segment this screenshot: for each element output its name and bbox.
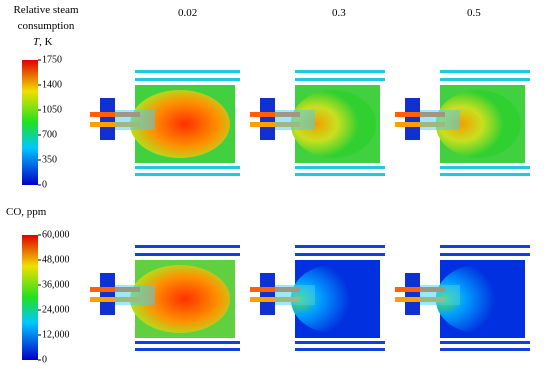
inlet: [260, 98, 275, 140]
wall: [295, 253, 385, 256]
flame: [290, 90, 376, 158]
colorbar-tick-label: 1750: [42, 54, 62, 65]
wall: [440, 78, 530, 81]
inlet: [100, 98, 115, 140]
colorbar-tick-label: 0: [42, 354, 47, 365]
wall: [440, 245, 530, 248]
flame: [435, 90, 521, 158]
wall: [295, 341, 385, 344]
wall: [295, 166, 385, 169]
column-header: 0.3: [332, 7, 346, 19]
jet: [115, 110, 155, 130]
colorbar-tick-label: 350: [42, 154, 57, 165]
wall: [440, 166, 530, 169]
flame: [130, 265, 230, 333]
column-header: 0.5: [467, 7, 481, 19]
jet: [275, 110, 315, 130]
flame: [435, 265, 521, 333]
colorbar-tick-label: 1400: [42, 79, 62, 90]
wall: [440, 341, 530, 344]
wall: [295, 245, 385, 248]
wall: [440, 253, 530, 256]
colorbar-tick-label: 36,000: [42, 279, 70, 290]
co-label: CO, ppm: [6, 206, 47, 218]
wall: [295, 70, 385, 73]
wall: [135, 245, 240, 248]
jet: [275, 285, 315, 305]
colorbar-tick-label: 48,000: [42, 254, 70, 265]
wall: [440, 348, 530, 351]
jet: [420, 285, 460, 305]
colorbar-tick-label: 60,000: [42, 229, 70, 240]
colorbar-tick-label: 24,000: [42, 304, 70, 315]
co-colorbar: [22, 235, 38, 360]
jet: [115, 285, 155, 305]
colorbar-tick-label: 700: [42, 129, 57, 140]
wall: [135, 70, 240, 73]
colorbar-tick-label: 0: [42, 179, 47, 190]
flame: [290, 265, 376, 333]
figure-title: Relative steam consumption: [13, 4, 79, 32]
temperature-symbol: T: [33, 36, 40, 48]
wall: [295, 348, 385, 351]
wall: [135, 78, 240, 81]
jet: [420, 110, 460, 130]
flame: [130, 90, 230, 158]
wall: [135, 173, 240, 176]
colorbar-tick-label: 12,000: [42, 329, 70, 340]
inlet: [405, 98, 420, 140]
wall: [295, 173, 385, 176]
temperature-label: T, K: [33, 36, 53, 48]
wall: [135, 348, 240, 351]
temperature-unit: , K: [39, 36, 53, 48]
temperature-colorbar: [22, 60, 38, 185]
colorbar-tick-label: 1050: [42, 104, 62, 115]
wall: [295, 78, 385, 81]
inlet: [260, 273, 275, 315]
wall: [440, 70, 530, 73]
inlet: [405, 273, 420, 315]
wall: [135, 253, 240, 256]
wall: [135, 341, 240, 344]
column-header: 0.02: [178, 7, 198, 19]
inlet: [100, 273, 115, 315]
wall: [135, 166, 240, 169]
wall: [440, 173, 530, 176]
